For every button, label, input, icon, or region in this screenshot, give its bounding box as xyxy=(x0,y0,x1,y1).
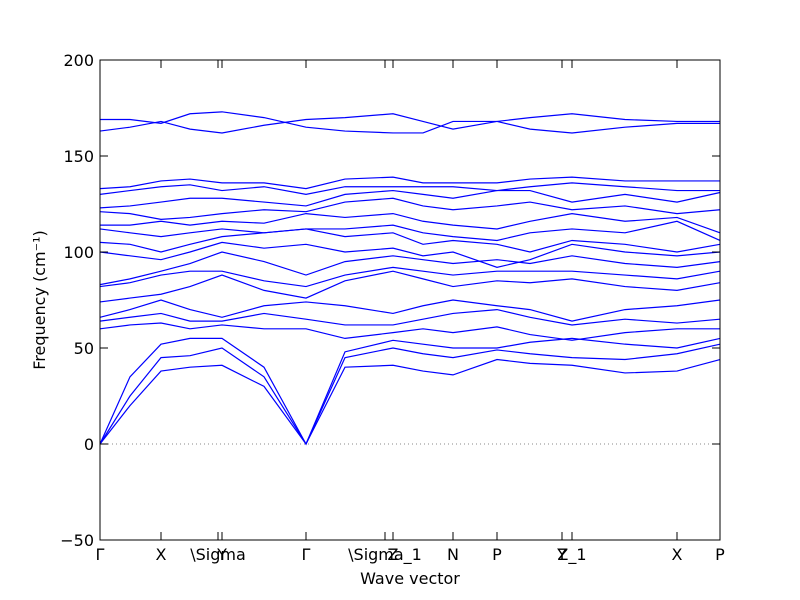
band-line xyxy=(99,358,721,446)
band-line xyxy=(99,176,720,190)
x-tick-label: X xyxy=(156,545,167,564)
band-line xyxy=(99,189,721,209)
y-tick-label: 100 xyxy=(63,243,94,262)
x-tick-label: N xyxy=(447,545,459,564)
band-line xyxy=(99,251,721,286)
plot-frame xyxy=(99,59,721,541)
band-line xyxy=(100,212,721,234)
x-tick-label: \Sigma xyxy=(190,545,246,564)
band-line xyxy=(99,113,720,134)
band-line xyxy=(99,343,721,446)
x-tick-label: Γ xyxy=(96,545,105,564)
band-line xyxy=(99,308,721,326)
x-tick-label: \Sigma_1 xyxy=(348,545,422,565)
x-axis-label: Wave vector xyxy=(360,569,460,588)
x-tick-label: Γ xyxy=(302,545,311,564)
band-line xyxy=(100,111,720,134)
x-tick-label: P xyxy=(492,545,502,564)
x-tick-label: Y xyxy=(556,545,567,564)
y-tick-label: 200 xyxy=(63,51,94,70)
band-line xyxy=(99,322,720,341)
x-tick-label: Z xyxy=(388,545,399,564)
band-line xyxy=(99,266,721,288)
y-tick-label: 50 xyxy=(74,339,94,358)
x-tick-label: X xyxy=(672,545,683,564)
band-line xyxy=(99,299,721,322)
band-line xyxy=(99,182,720,196)
band-line xyxy=(99,228,721,253)
band-line xyxy=(99,337,721,446)
x-tick-label: Z_1 xyxy=(557,545,586,565)
band-line xyxy=(99,241,721,268)
y-tick-label: 150 xyxy=(63,147,94,166)
x-tick-label: Y xyxy=(216,545,227,564)
y-axis-label: Frequency (cm⁻¹) xyxy=(30,230,49,369)
y-tick-label: −50 xyxy=(60,531,94,550)
x-tick-label: P xyxy=(715,545,725,564)
band-line xyxy=(99,220,721,242)
band-line xyxy=(99,197,721,220)
y-tick-label: 0 xyxy=(84,435,94,454)
band-line xyxy=(99,270,721,303)
